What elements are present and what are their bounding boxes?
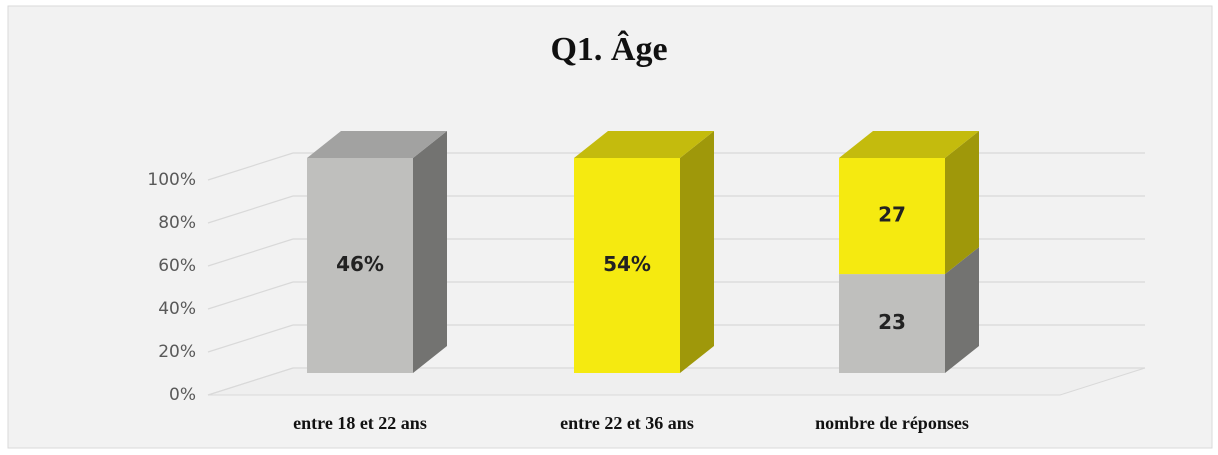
bar-segment — [839, 247, 979, 373]
y-tick-label: 80% — [158, 213, 196, 233]
grid-line — [207, 281, 294, 310]
bar-front — [839, 274, 945, 373]
x-tick-label: entre 18 et 22 ans — [293, 413, 427, 433]
bar-segment — [574, 131, 714, 373]
bar-front — [307, 158, 413, 373]
grid-line — [207, 367, 294, 396]
grid-line — [207, 238, 294, 267]
x-tick-label: entre 22 et 36 ans — [560, 413, 694, 433]
data-label: 46% — [336, 252, 384, 276]
y-tick-label: 20% — [158, 342, 196, 362]
bar-side — [413, 131, 447, 373]
bar-side — [945, 247, 979, 373]
bar-top — [307, 131, 447, 158]
y-tick-label: 100% — [147, 170, 196, 190]
data-label: 54% — [603, 252, 651, 276]
bar-front — [574, 158, 680, 373]
grid-line — [207, 152, 294, 181]
x-tick-label: nombre de réponses — [815, 413, 969, 433]
bar-segment — [307, 131, 447, 373]
y-tick-label: 40% — [158, 299, 196, 319]
grid-line — [207, 195, 294, 224]
chart-title: Q1. Âge — [550, 30, 667, 68]
bar-side — [680, 131, 714, 373]
bar-top — [574, 131, 714, 158]
bar-front — [839, 158, 945, 275]
data-label: 27 — [878, 203, 906, 227]
bar-side — [945, 131, 979, 275]
bar-segment — [839, 131, 979, 275]
y-tick-label: 0% — [169, 385, 196, 405]
data-label: 23 — [878, 310, 906, 334]
y-tick-label: 60% — [158, 256, 196, 276]
grid-line — [207, 324, 294, 353]
bar-top — [839, 131, 979, 158]
